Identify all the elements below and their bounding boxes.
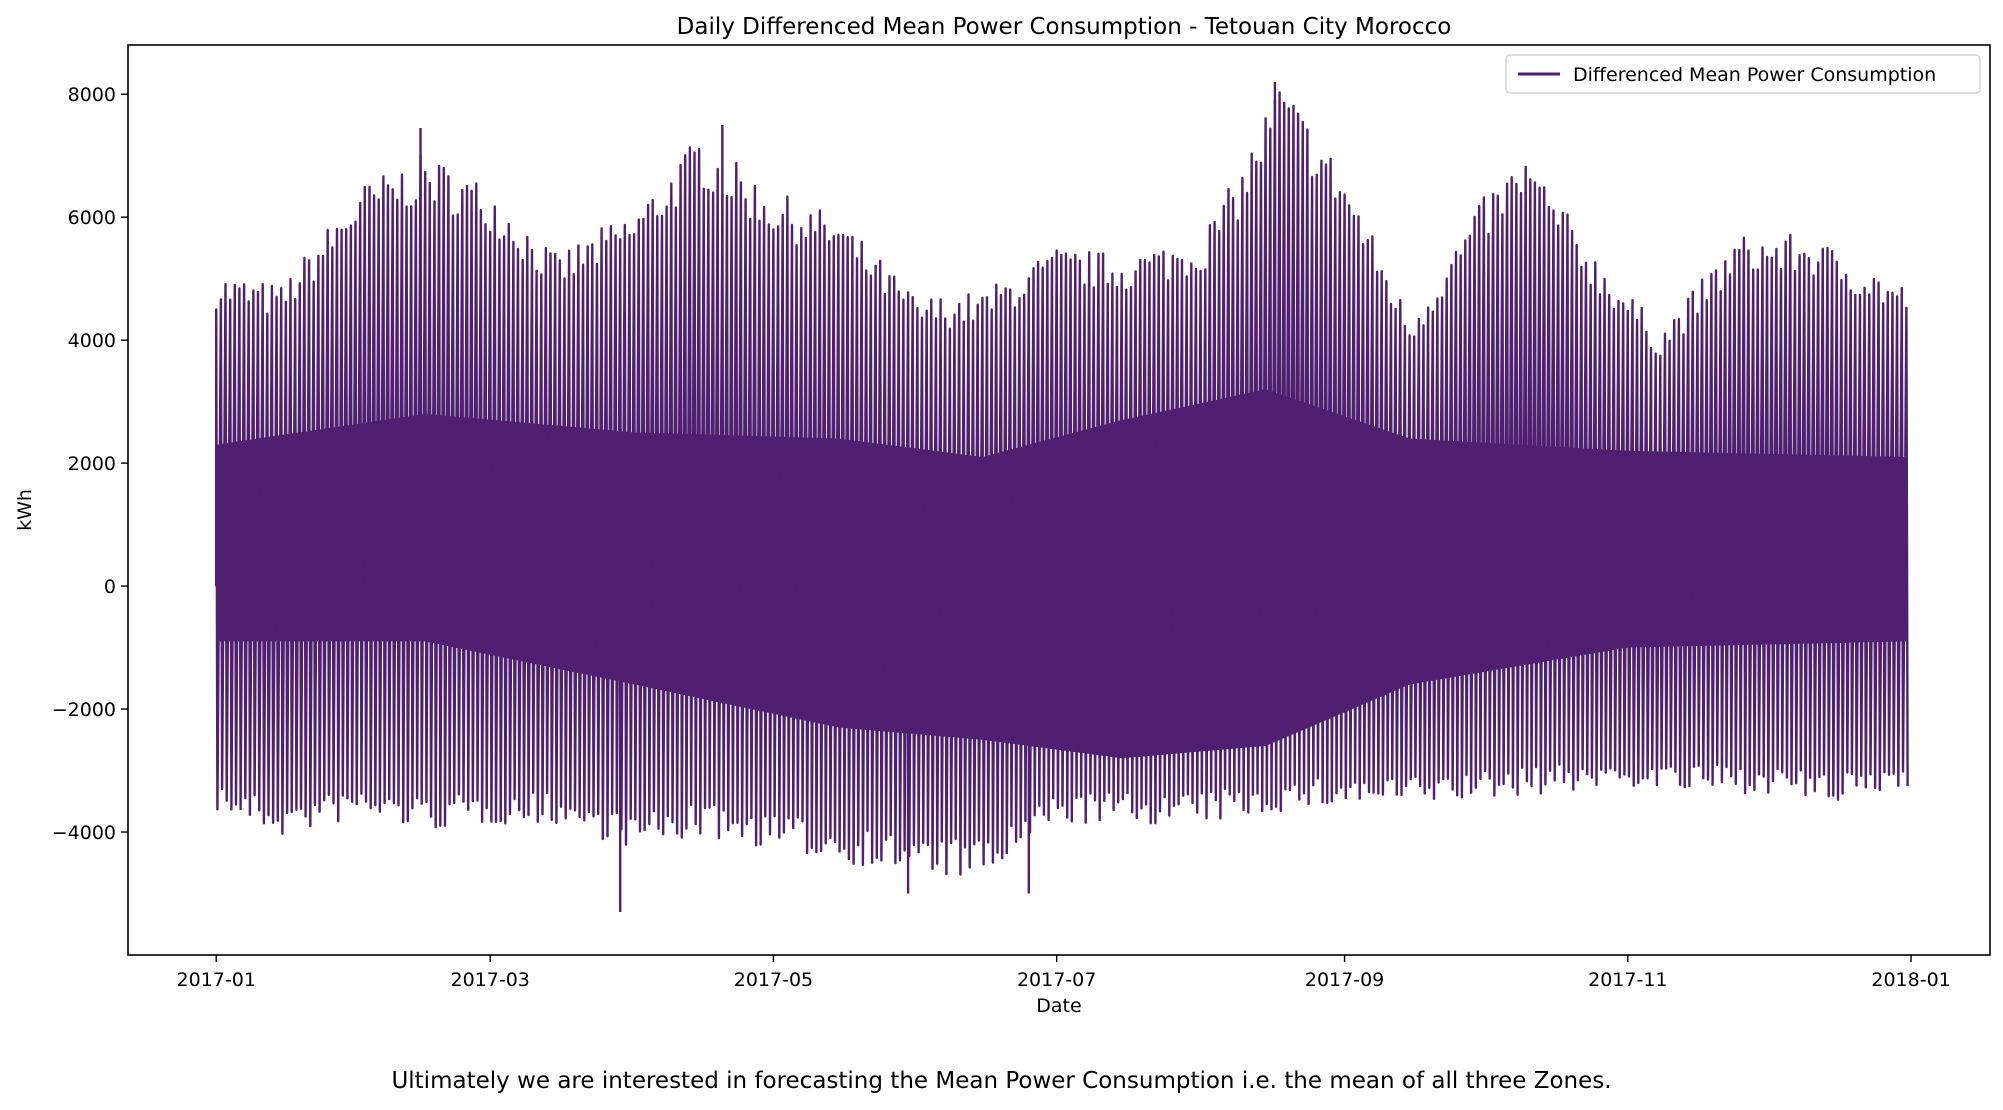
legend-box	[1505, 54, 1981, 94]
y-tick-label: 4000	[68, 330, 116, 352]
chart-title: Daily Differenced Mean Power Consumption…	[677, 14, 1452, 40]
x-tick-label: 2017-05	[734, 969, 813, 991]
x-tick-label: 2017-01	[177, 969, 256, 991]
series-line	[215, 91, 1909, 876]
line-chart: Daily Differenced Mean Power Consumption…	[14, 14, 1991, 1017]
x-axis: 2017-01 2017-03 2017-05 2017-07 2017-09 2017-…	[177, 955, 1951, 991]
y-tick-label: 2000	[68, 453, 116, 475]
plot-area	[215, 81, 1909, 912]
y-axis: −4000 −2000 0 2000 4000 6000 8000	[52, 84, 128, 844]
plot-frame	[127, 44, 1991, 956]
y-tick-label: 0	[104, 576, 116, 598]
legend: Differenced Mean Power Consumption	[1505, 54, 1981, 94]
x-tick-label: 2018-01	[1871, 969, 1950, 991]
y-tick-label: −4000	[52, 822, 116, 844]
y-tick-label: 6000	[68, 207, 116, 229]
x-axis-label: Date	[1036, 995, 1081, 1017]
caption-text: Ultimately we are interested in forecast…	[391, 1068, 1612, 1094]
y-axis-label: kWh	[14, 489, 36, 531]
y-tick-label: −2000	[52, 699, 116, 721]
x-tick-label: 2017-03	[450, 969, 529, 991]
x-tick-label: 2017-07	[1017, 969, 1096, 991]
x-tick-label: 2017-11	[1588, 969, 1667, 991]
legend-label: Differenced Mean Power Consumption	[1573, 64, 1936, 86]
x-tick-label: 2017-09	[1305, 969, 1384, 991]
y-tick-label: 8000	[68, 84, 116, 106]
